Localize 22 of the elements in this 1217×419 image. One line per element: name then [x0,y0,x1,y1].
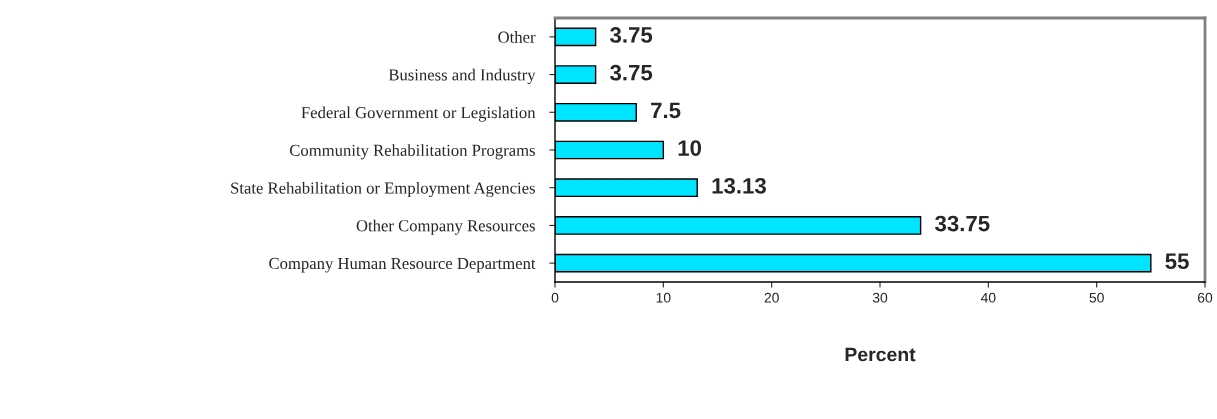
data-label: 13.13 [712,177,766,194]
y-tick-label: Other [498,31,536,43]
data-label: 3.75 [610,27,653,43]
y-tick-label: Community Rehabilitation Programs [289,144,535,160]
x-tick-label: 0 [551,292,559,303]
x-tick-label: 10 [656,292,671,303]
x-tick-label: 30 [872,292,888,303]
data-label: 3.75 [610,64,653,81]
y-tick-label: Business and Industry [388,68,536,84]
x-tick-label: 20 [764,292,779,303]
data-label: 55 [1165,253,1189,270]
y-tick-label: Company Human Resource Department [269,257,536,273]
x-tick-label: 60 [1197,292,1213,303]
y-tick-label: Federal Government or Legislation [301,106,536,122]
y-tick-label: State Rehabilitation or Employment Agencies [231,181,535,198]
x-axis-title: Percent [845,347,916,362]
data-label: 33.75 [935,215,990,232]
x-tick-label: 50 [1089,292,1104,303]
y-tick-label: Other Company Resources [356,219,535,235]
data-label: 7.5 [651,102,681,119]
data-label: 10 [678,140,702,156]
x-tick-label: 40 [980,292,996,303]
